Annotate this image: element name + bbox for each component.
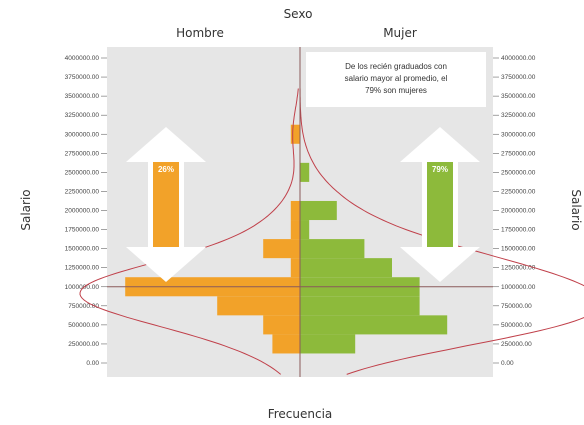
y-tick-label-left: 2500000.00 [65, 169, 100, 176]
y-tick-label-right: 4000000.00 [501, 55, 536, 62]
bar-mujer [300, 296, 420, 316]
y-tick-label-right: 0.00 [501, 360, 514, 367]
bar-hombre [290, 200, 300, 221]
bar-mujer [300, 315, 448, 335]
y-axis-label-left: Salario [19, 189, 33, 230]
y-tick-label-left: 750000.00 [68, 303, 99, 310]
histogram-bars [125, 124, 448, 354]
y-tick-label-right: 3250000.00 [501, 112, 536, 119]
y-tick-label-left: 3250000.00 [65, 112, 100, 119]
bar-hombre [272, 334, 300, 354]
y-tick-label-right: 2500000.00 [501, 169, 536, 176]
bar-mujer [300, 200, 337, 221]
y-tick-label-left: 3000000.00 [65, 131, 100, 138]
y-axis-label-right: Salario [569, 189, 583, 230]
x-axis-label: Frecuencia [268, 407, 333, 421]
y-tick-label-right: 500000.00 [501, 322, 532, 329]
y-tick-label-right: 3750000.00 [501, 74, 536, 81]
y-tick-label-left: 3750000.00 [65, 74, 100, 81]
bar-hombre [290, 258, 300, 278]
arrow-mujer-label: 79% [432, 165, 448, 174]
y-tick-label-right: 1250000.00 [501, 265, 536, 272]
annotation-line-2: salario mayor al promedio, el [345, 74, 448, 83]
y-tick-label-right: 250000.00 [501, 341, 532, 348]
bar-mujer [300, 239, 365, 259]
bar-mujer [300, 162, 310, 182]
y-tick-label-left: 3500000.00 [65, 93, 100, 100]
y-tick-label-right: 1500000.00 [501, 246, 536, 253]
bar-hombre [290, 124, 300, 144]
bar-hombre [263, 239, 300, 259]
y-tick-label-left: 2000000.00 [65, 208, 100, 215]
y-tick-label-right: 750000.00 [501, 303, 532, 310]
arrow-hombre-label: 26% [158, 165, 174, 174]
density-curve-mujer [299, 88, 584, 375]
bar-hombre [263, 315, 300, 335]
bar-hombre [217, 296, 300, 316]
y-tick-label-left: 2750000.00 [65, 150, 100, 157]
annotation-box: De los recién graduados con salario mayo… [306, 52, 486, 107]
y-tick-label-left: 500000.00 [68, 322, 99, 329]
y-tick-label-right: 2750000.00 [501, 150, 536, 157]
y-tick-label-right: 1750000.00 [501, 227, 536, 234]
y-axis-right: 0.00 250000.00 500000.00 750000.00 1000000.0… [493, 55, 536, 367]
y-tick-label-left: 1000000.00 [65, 284, 100, 291]
bar-hombre [290, 220, 300, 240]
y-axis-left: 0.00 250000.00 500000.00 750000.00 1000000.0… [65, 55, 107, 367]
chart-title: Sexo [284, 7, 313, 21]
panel-label-hombre: Hombre [176, 26, 224, 40]
y-tick-label-left: 2250000.00 [65, 188, 100, 195]
density-curve-hombre [79, 88, 299, 375]
y-tick-label-left: 0.00 [86, 360, 99, 367]
y-tick-label-right: 3000000.00 [501, 131, 536, 138]
y-tick-label-left: 1750000.00 [65, 227, 100, 234]
bar-mujer [300, 334, 356, 354]
y-tick-label-right: 1000000.00 [501, 284, 536, 291]
y-tick-label-left: 4000000.00 [65, 55, 100, 62]
arrow-mujer: 79% [400, 127, 480, 282]
annotation-line-1: De los recién graduados con [345, 62, 447, 71]
panel-label-mujer: Mujer [383, 26, 417, 40]
y-tick-label-right: 2000000.00 [501, 208, 536, 215]
arrow-hombre: 26% [126, 127, 206, 282]
density-curves [79, 88, 584, 375]
y-tick-label-left: 1500000.00 [65, 246, 100, 253]
y-tick-label-left: 250000.00 [68, 341, 99, 348]
annotation-line-3: 79% son mujeres [365, 86, 427, 95]
y-tick-label-left: 1250000.00 [65, 265, 100, 272]
y-tick-label-right: 2250000.00 [501, 188, 536, 195]
bar-mujer [300, 258, 392, 278]
y-tick-label-right: 3500000.00 [501, 93, 536, 100]
bar-mujer [300, 220, 310, 240]
